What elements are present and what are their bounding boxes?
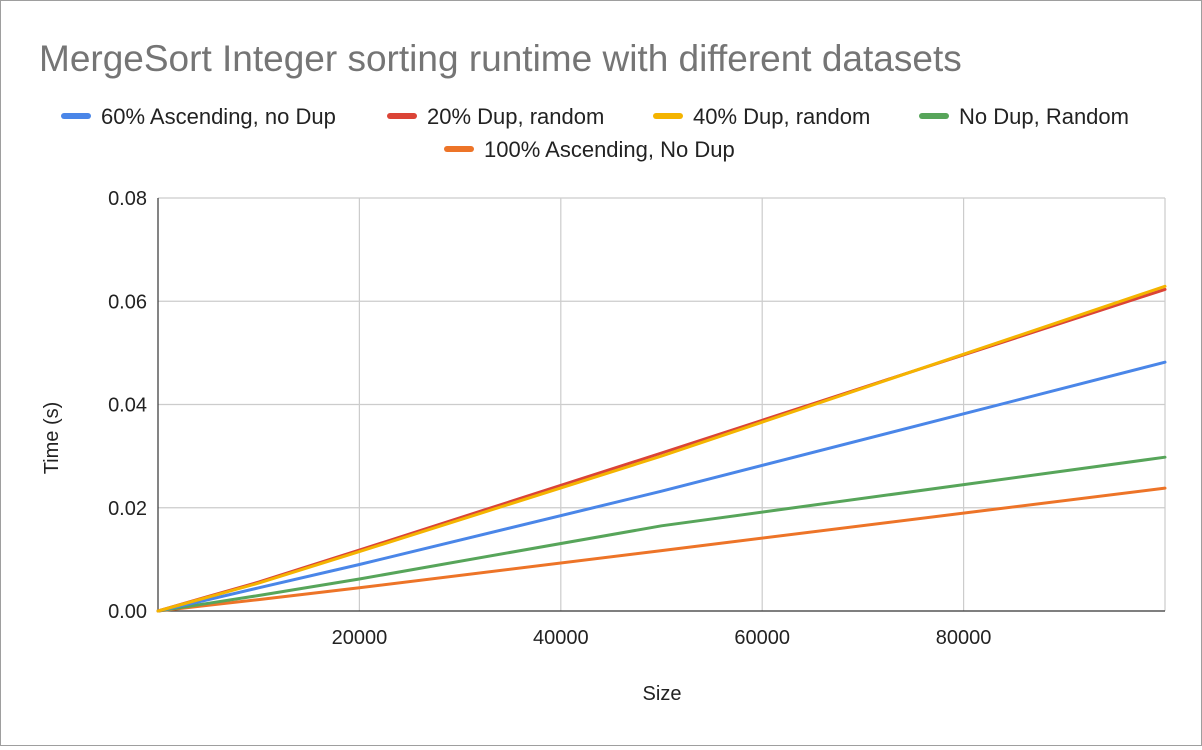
legend-swatch (919, 113, 949, 119)
series-line-3 (156, 455, 1167, 613)
legend-item: 20% Dup, random (387, 104, 604, 129)
legend-swatch (444, 146, 474, 152)
legend-item: No Dup, Random (919, 104, 1129, 129)
legend-label: 100% Ascending, No Dup (484, 137, 735, 162)
y-tick-label: 0.04 (108, 395, 147, 417)
legend: 60% Ascending, no Dup 20% Dup, random 40% … (61, 104, 1129, 162)
series-line-0 (156, 360, 1167, 613)
gridlines (157, 197, 1166, 612)
legend-swatch (653, 113, 683, 119)
y-tick-label: 0.06 (108, 291, 147, 313)
y-tick-label: 0.02 (108, 498, 147, 520)
x-tick-label: 60000 (734, 627, 790, 649)
legend-label: No Dup, Random (959, 104, 1129, 129)
series-line-2 (156, 284, 1167, 613)
legend-label: 60% Ascending, no Dup (101, 104, 336, 129)
chart-title: MergeSort Integer sorting runtime with d… (39, 38, 962, 79)
x-axis-title: Size (643, 683, 682, 705)
x-tick-label: 80000 (936, 627, 992, 649)
series-line-4 (156, 486, 1167, 613)
legend-item: 40% Dup, random (653, 104, 870, 129)
legend-item: 100% Ascending, No Dup (444, 137, 735, 162)
y-tick-label: 0.00 (108, 601, 147, 623)
legend-label: 40% Dup, random (693, 104, 870, 129)
legend-item: 60% Ascending, no Dup (61, 104, 336, 129)
y-axis-ticks: 0.00 0.02 0.04 0.06 0.08 (108, 188, 147, 623)
x-tick-label: 20000 (332, 627, 388, 649)
legend-label: 20% Dup, random (427, 104, 604, 129)
series-lines (156, 284, 1167, 613)
legend-swatch (387, 113, 417, 119)
y-axis-title: Time (s) (41, 402, 63, 475)
legend-swatch (61, 113, 91, 119)
x-tick-label: 40000 (533, 627, 589, 649)
x-axis-ticks: 20000 40000 60000 80000 (332, 627, 992, 649)
y-tick-label: 0.08 (108, 188, 147, 210)
